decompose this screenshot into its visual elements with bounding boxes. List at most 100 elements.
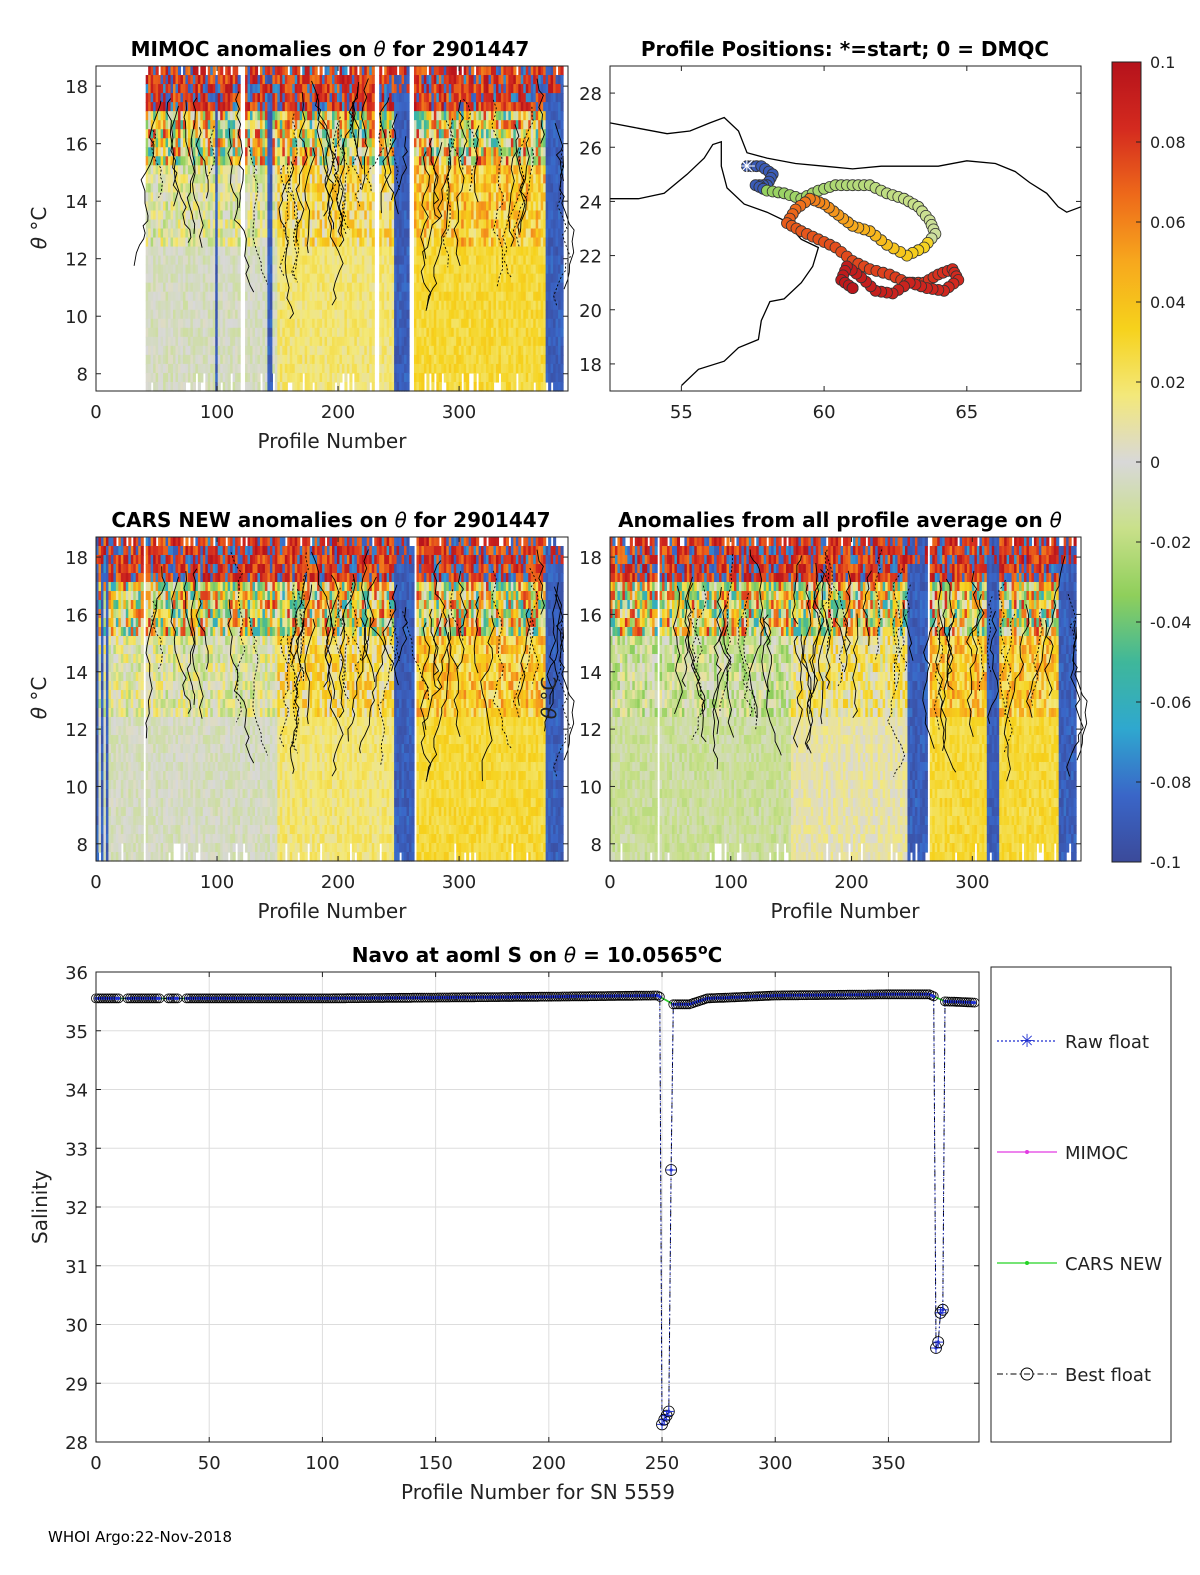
heat-cell bbox=[202, 345, 206, 356]
heat-cell bbox=[165, 84, 169, 94]
heat-cell bbox=[245, 93, 249, 103]
heat-cell bbox=[247, 363, 251, 374]
heat-cell bbox=[185, 372, 189, 383]
heat-cell bbox=[299, 381, 303, 392]
heat-cell bbox=[207, 201, 211, 212]
heat-cell bbox=[148, 219, 152, 230]
heat-cell bbox=[200, 327, 204, 338]
heat-cell bbox=[252, 66, 256, 76]
heat-cell bbox=[237, 237, 241, 248]
heat-cell bbox=[254, 291, 259, 302]
heat-cell bbox=[257, 120, 261, 130]
heat-cell bbox=[225, 291, 229, 302]
heat-cell bbox=[202, 147, 206, 157]
heat-cell bbox=[232, 291, 236, 302]
heat-cell bbox=[215, 174, 219, 184]
heat-cell bbox=[274, 228, 278, 239]
heat-cell bbox=[406, 201, 410, 212]
heat-cell bbox=[220, 246, 224, 257]
heat-cell bbox=[215, 120, 219, 130]
heat-cell bbox=[210, 309, 214, 320]
heat-cell bbox=[220, 237, 224, 248]
heat-cell bbox=[252, 156, 256, 166]
heat-cell bbox=[245, 345, 249, 356]
heat-cell bbox=[274, 309, 278, 320]
heat-cell bbox=[160, 282, 164, 293]
heat-cell bbox=[182, 192, 187, 203]
heat-cell bbox=[173, 291, 177, 302]
heat-cell bbox=[190, 192, 194, 203]
heat-cell bbox=[406, 120, 410, 130]
heat-cell bbox=[190, 282, 194, 293]
heat-cell bbox=[250, 291, 254, 302]
heat-cell bbox=[252, 228, 256, 239]
heat-cell bbox=[220, 192, 224, 203]
heat-cell bbox=[180, 336, 184, 347]
heat-cell bbox=[222, 273, 226, 284]
heat-cell bbox=[247, 282, 251, 293]
heat-cell bbox=[237, 318, 241, 329]
heat-cell bbox=[163, 354, 167, 365]
heat-cell bbox=[371, 336, 375, 347]
heat-cell bbox=[247, 174, 251, 184]
heat-cell bbox=[202, 75, 206, 85]
heat-cell bbox=[173, 372, 177, 383]
heat-cell bbox=[180, 192, 184, 203]
heat-cell bbox=[274, 93, 278, 103]
heat-cell bbox=[245, 228, 249, 239]
heat-cell bbox=[168, 93, 172, 103]
heat-cell bbox=[217, 102, 221, 112]
heat-cell bbox=[150, 363, 154, 374]
heat-cell bbox=[182, 138, 187, 148]
heat-cell bbox=[264, 327, 269, 338]
heat-cell bbox=[371, 354, 375, 365]
heat-cell bbox=[269, 300, 273, 311]
heat-cell bbox=[252, 138, 256, 148]
heat-cell bbox=[210, 174, 214, 184]
heat-cell bbox=[269, 120, 273, 130]
heat-cell bbox=[190, 228, 194, 239]
heat-cell bbox=[163, 138, 167, 148]
heat-cell bbox=[153, 156, 157, 166]
heat-cell bbox=[274, 147, 278, 157]
heat-cell bbox=[173, 363, 177, 374]
heat-cell bbox=[406, 264, 410, 275]
heat-cell bbox=[227, 93, 231, 103]
heat-cell bbox=[163, 84, 167, 94]
heat-cell bbox=[250, 246, 254, 257]
heat-cell bbox=[225, 75, 229, 85]
heat-cell bbox=[406, 84, 410, 94]
heat-cell bbox=[259, 282, 264, 293]
heat-cell bbox=[148, 165, 152, 175]
heat-cell bbox=[177, 174, 182, 184]
heat-cell bbox=[155, 102, 159, 112]
heat-cell bbox=[175, 291, 179, 302]
heat-cell bbox=[202, 201, 206, 212]
heat-cell bbox=[227, 264, 231, 275]
heat-cell bbox=[230, 201, 234, 212]
heat-cell bbox=[148, 174, 152, 184]
heat-cell bbox=[177, 246, 182, 257]
heat-cell bbox=[245, 309, 249, 320]
heat-cell bbox=[272, 363, 276, 374]
heat-cell bbox=[148, 246, 152, 257]
heat-cell bbox=[217, 183, 221, 193]
heat-cell bbox=[259, 354, 264, 365]
heat-cell bbox=[252, 318, 256, 329]
heat-cell bbox=[160, 66, 164, 76]
heat-cell bbox=[235, 129, 239, 139]
heat-cell bbox=[197, 174, 201, 184]
heat-cell bbox=[197, 345, 201, 356]
heat-cell bbox=[210, 273, 214, 284]
heat-cell bbox=[207, 219, 211, 230]
heat-cell bbox=[230, 273, 234, 284]
heat-cell bbox=[262, 192, 266, 203]
heat-cell bbox=[421, 372, 425, 383]
heat-cell bbox=[232, 309, 236, 320]
heat-cell bbox=[155, 345, 159, 356]
heat-cell bbox=[195, 246, 199, 257]
heat-cell bbox=[177, 156, 182, 166]
heat-cell bbox=[230, 354, 234, 365]
heat-cell bbox=[210, 246, 214, 257]
heat-cell bbox=[284, 381, 288, 392]
